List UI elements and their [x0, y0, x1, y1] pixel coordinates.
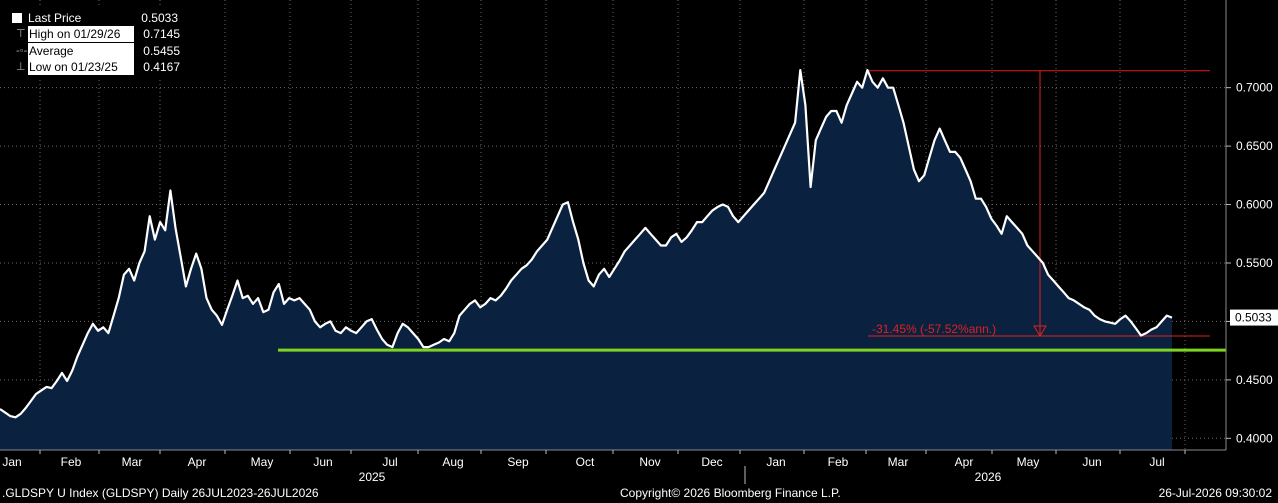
footer-security: .GLDSPY U Index (GLDSPY) Daily 26JUL2023… [2, 486, 319, 500]
legend-value: 0.5033 [141, 11, 178, 26]
x-tick-label: Apr [188, 455, 207, 469]
average-marker-icon: -◦- [16, 44, 28, 57]
x-tick-label: Jul [1149, 455, 1164, 469]
x-tick-label: Jun [1082, 455, 1101, 469]
range-arrow-head [1033, 325, 1047, 338]
y-tick-label: 0.4500 [1236, 373, 1273, 387]
x-tick-label: May [251, 455, 274, 469]
x-tick-label: Apr [955, 455, 974, 469]
low-marker-icon: ⊥ [16, 61, 26, 74]
legend-label: Last Price [28, 11, 82, 26]
x-tick-label: Dec [701, 455, 722, 469]
x-tick-label: Sep [507, 455, 529, 469]
range-annotation: -31.45% (-57.52%ann.) [872, 322, 996, 336]
y-tick-label: 0.7000 [1236, 81, 1273, 95]
x-tick-label: Aug [442, 455, 463, 469]
legend-value: 0.5455 [143, 43, 180, 58]
x-tick-label: Jun [313, 455, 332, 469]
legend-label: Low on 01/23/25 [28, 59, 134, 76]
legend: Last Price 0.5033 ⊤ High on 01/29/26 0.7… [4, 8, 184, 78]
high-marker-icon: ⊤ [16, 28, 26, 41]
footer-copyright: Copyright© 2026 Bloomberg Finance L.P. [620, 486, 841, 500]
price-line [0, 69, 1173, 419]
last-price-tag-text: 0.5033 [1235, 311, 1272, 325]
x-tick-label: Jan [2, 455, 21, 469]
legend-average: -◦- Average 0.5455 [8, 42, 180, 59]
last-price-tag: 0.5033 [1230, 309, 1278, 326]
price-area [0, 70, 1172, 450]
legend-low: ⊥ Low on 01/23/25 0.4167 [8, 59, 180, 76]
x-tick-label: Jul [382, 455, 397, 469]
x-tick-label: Feb [61, 455, 82, 469]
x-tick-label: Nov [639, 455, 660, 469]
y-tick-label: 0.6500 [1236, 139, 1273, 153]
legend-label: Average [28, 42, 134, 59]
legend-value: 0.7145 [143, 27, 180, 42]
legend-last-price: Last Price 0.5033 [8, 10, 180, 26]
x-tick-label: May [1017, 455, 1040, 469]
y-tick-label: 0.6000 [1236, 198, 1273, 212]
legend-label: High on 01/29/26 [28, 26, 134, 43]
y-tick-label: 0.4000 [1236, 431, 1273, 445]
year-label: 2025 [359, 470, 386, 484]
footer-timestamp: 26-Jul-2026 09:30:02 [1158, 486, 1272, 500]
x-tick-label: Feb [828, 455, 849, 469]
x-axis: Jan Feb Mar Apr May Jun Jul Aug Sep Oct Nov Dec Jan F… [0, 449, 1226, 484]
legend-high: ⊤ High on 01/29/26 0.7145 [8, 26, 180, 43]
y-tick-label: 0.5500 [1236, 256, 1273, 270]
legend-swatch-icon [8, 11, 28, 25]
legend-value: 0.4167 [143, 60, 180, 75]
last-price-tag-box [1230, 309, 1278, 326]
x-tick-label: Mar [888, 455, 909, 469]
year-label: 2026 [975, 470, 1002, 484]
x-tick-label: Jan [766, 455, 785, 469]
y-axis: 0.40000.45000.50000.55000.60000.65000.70… [1225, 0, 1273, 450]
x-tick-label: Mar [122, 455, 143, 469]
x-tick-label: Oct [576, 455, 595, 469]
